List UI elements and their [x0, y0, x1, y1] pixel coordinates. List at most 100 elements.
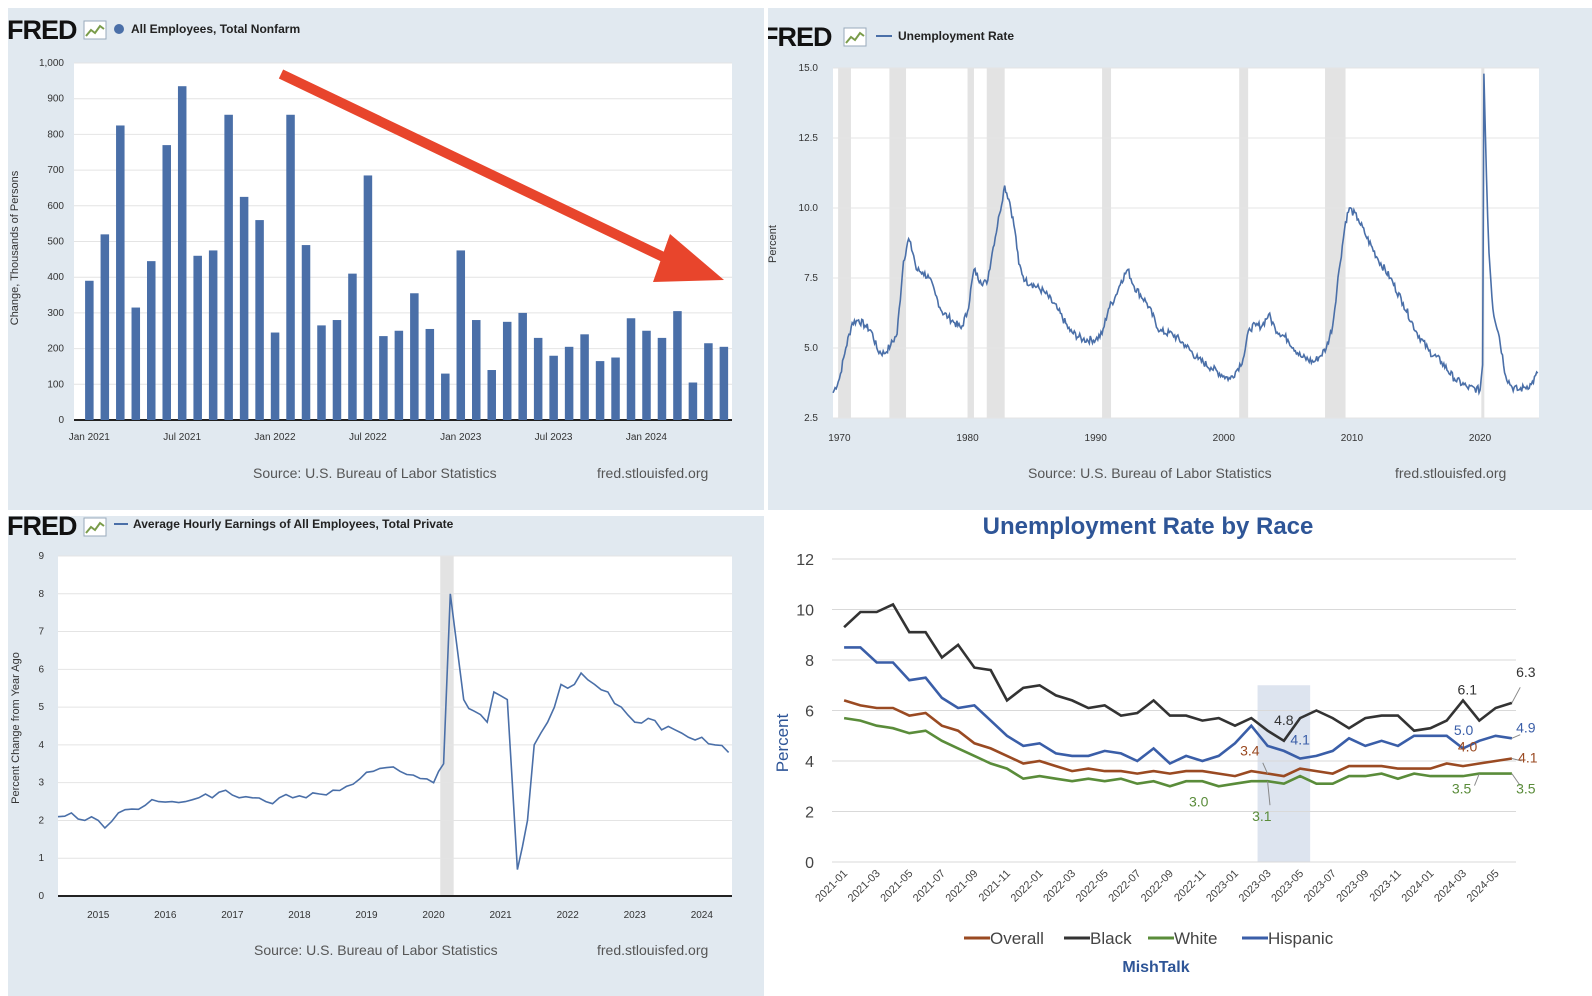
- data-label: 4.8: [1274, 712, 1294, 728]
- data-label: 3.1: [1252, 808, 1272, 824]
- bar: [456, 250, 466, 420]
- legend-label: White: [1174, 929, 1217, 948]
- x-tick-label: 1990: [1085, 433, 1108, 444]
- bar: [611, 357, 620, 420]
- y-tick-label: 300: [47, 308, 64, 319]
- x-tick-label: 2023-05: [1269, 868, 1306, 905]
- bar: [425, 328, 435, 420]
- bar: [379, 336, 388, 420]
- bar: [332, 320, 342, 420]
- x-tick-label: 2022-11: [1172, 868, 1208, 904]
- recession-band: [440, 556, 454, 896]
- x-tick-label: Jan 2022: [254, 432, 296, 443]
- nonfarm-payrolls-panel: FRED All Employees, Total Nonfarm 0 100 20…: [8, 8, 764, 510]
- x-tick-label: 2021-11: [977, 868, 1013, 904]
- x-tick-label: 2017: [221, 910, 244, 921]
- y-tick-label: 500: [47, 237, 64, 248]
- x-tick-label: Jan 2023: [440, 432, 482, 443]
- bar: [394, 330, 404, 420]
- chart-title: Unemployment Rate by Race: [983, 516, 1314, 540]
- bar: [270, 332, 280, 420]
- bar: [255, 220, 264, 420]
- y-tick-label: 8: [38, 589, 44, 600]
- x-tick-label: 2021-03: [846, 868, 883, 905]
- x-tick-label: 1980: [956, 433, 979, 444]
- site-text: fred.stlouisfed.org: [597, 465, 708, 481]
- bar: [193, 255, 202, 420]
- y-tick-label: 7.5: [804, 273, 818, 284]
- x-tick-label: 1970: [828, 433, 851, 444]
- bar: [116, 125, 125, 420]
- bar: [487, 370, 496, 420]
- bar: [100, 234, 110, 420]
- y-tick-label: 2: [38, 815, 44, 826]
- downtrend-arrow-annotation: [278, 69, 724, 282]
- label-leader: [1262, 762, 1269, 774]
- y-tick-label: 15.0: [799, 63, 819, 74]
- data-label: 4.9: [1516, 719, 1536, 735]
- fred-logo-graph-icon: [843, 27, 867, 47]
- x-tick-label: 2024-01: [1400, 868, 1437, 905]
- y-axis-label: Percent Change from Year Ago: [10, 652, 22, 804]
- y-tick-label: 12.5: [799, 133, 819, 144]
- data-label: 4.1: [1518, 749, 1538, 765]
- x-tick-label: 2022-07: [1106, 868, 1143, 905]
- hourly-earnings-line: [57, 593, 730, 870]
- x-tick-label: 2000: [1213, 433, 1236, 444]
- recession-band: [889, 68, 907, 418]
- recession-band: [1239, 68, 1249, 418]
- x-tick-label: Jan 2021: [69, 432, 111, 443]
- label-leader: [1511, 773, 1521, 786]
- y-tick-label: 6: [805, 704, 814, 721]
- bar: [177, 86, 187, 420]
- y-tick-label: 100: [47, 379, 64, 390]
- source-text: Source: U.S. Bureau of Labor Statistics: [253, 465, 497, 481]
- y-tick-label: 8: [805, 653, 814, 670]
- y-tick-label: 2.5: [804, 413, 818, 424]
- x-tick-label: 2022-09: [1139, 868, 1176, 905]
- bar: [363, 175, 373, 420]
- x-tick-label: 2018: [288, 910, 311, 921]
- bar: [704, 343, 713, 420]
- x-tick-label: 2019: [355, 910, 378, 921]
- bar: [208, 250, 218, 420]
- data-label: 3.0: [1189, 793, 1209, 809]
- y-tick-label: 0: [58, 415, 64, 426]
- y-axis-label: Percent: [768, 225, 779, 263]
- legend-label: Overall: [990, 929, 1044, 948]
- bar: [533, 337, 543, 420]
- label-leader: [1474, 773, 1480, 786]
- bar: [301, 245, 311, 420]
- recession-band: [1102, 68, 1112, 418]
- unemployment-rate-line: [832, 73, 1539, 396]
- x-tick-label: 2021: [490, 910, 513, 921]
- x-tick-label: 2021-07: [911, 868, 948, 905]
- y-tick-label: 5: [38, 702, 44, 713]
- bar: [410, 293, 419, 420]
- y-tick-label: 6: [38, 664, 44, 675]
- y-tick-label: 7: [38, 627, 44, 638]
- legend-label: Average Hourly Earnings of All Employees…: [133, 517, 454, 531]
- series-line-overall: [843, 699, 1513, 778]
- fred-logo: FRED: [8, 516, 77, 541]
- bar: [595, 361, 605, 420]
- bar: [162, 145, 171, 421]
- data-label: 5.0: [1454, 722, 1474, 738]
- legend-label: Black: [1090, 929, 1132, 948]
- bar: [131, 307, 141, 420]
- bar: [626, 318, 636, 420]
- label-leader: [1511, 757, 1522, 762]
- data-label: 3.5: [1452, 781, 1472, 797]
- y-tick-label: 600: [47, 201, 64, 212]
- x-tick-label: 2020: [422, 910, 445, 921]
- series-line-white: [843, 716, 1512, 788]
- x-tick-label: 2023-03: [1237, 868, 1274, 905]
- x-tick-label: 2024: [691, 910, 714, 921]
- recession-band: [986, 68, 1005, 418]
- y-tick-label: 200: [47, 344, 64, 355]
- legend-label: Unemployment Rate: [898, 29, 1014, 43]
- x-tick-label: 2020: [1469, 433, 1492, 444]
- y-tick-label: 5.0: [804, 343, 818, 354]
- x-tick-label: 2021-01: [813, 868, 850, 905]
- data-label: 4.1: [1290, 731, 1310, 747]
